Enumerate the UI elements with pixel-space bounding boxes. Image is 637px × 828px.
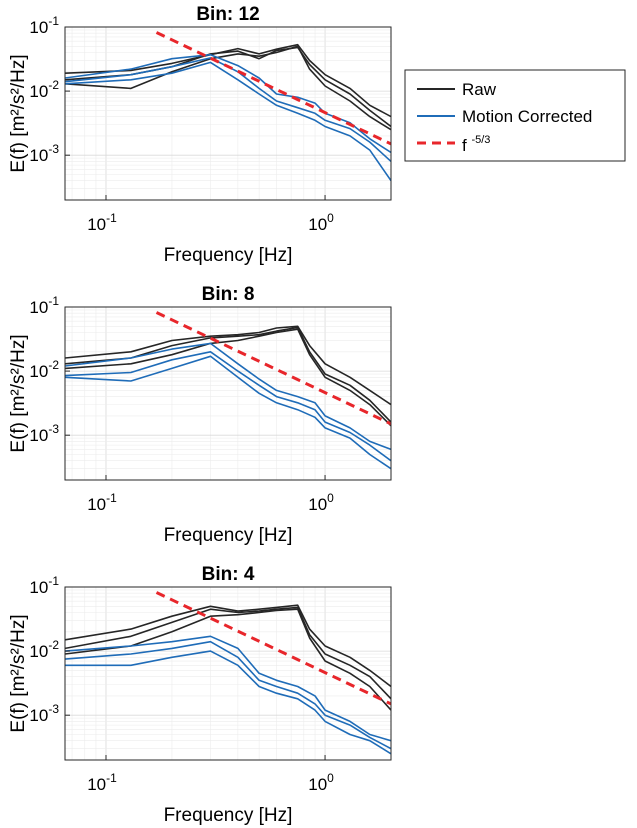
y-tick-label: 10-1 <box>29 574 59 597</box>
y-tick-label-base: 10 <box>29 82 48 101</box>
legend: Raw Motion Corrected f -5/3 <box>404 69 626 162</box>
y-tick-label: 10-1 <box>29 14 59 37</box>
series-line-motion-1 <box>65 53 391 154</box>
y-tick-label-base: 10 <box>29 642 48 661</box>
x-tick-label-exp: 0 <box>327 771 334 785</box>
x-tick-label: 10-1 <box>87 771 117 794</box>
series-line-raw-2 <box>65 606 391 700</box>
series-line-reference-1 <box>155 31 391 146</box>
y-tick-label-exp: -2 <box>48 358 59 372</box>
series-line-raw-3 <box>65 608 391 711</box>
x-tick-label-exp: -1 <box>106 491 117 505</box>
series-group <box>65 591 391 755</box>
series-line-raw-2 <box>65 326 391 423</box>
series-line-reference-1 <box>155 311 391 426</box>
series-line-motion-2 <box>65 351 391 462</box>
x-tick-label-base: 10 <box>308 495 327 514</box>
y-tick-label-exp: -3 <box>48 142 59 156</box>
axes-frame <box>64 586 392 761</box>
y-tick-label-exp: -2 <box>48 78 59 92</box>
chart-title: Bin: 12 <box>196 4 259 25</box>
x-tick-label: 100 <box>308 771 334 794</box>
x-tick-label-base: 10 <box>87 215 106 234</box>
y-tick-label-base: 10 <box>29 146 48 165</box>
x-tick-label-exp: 0 <box>327 211 334 225</box>
chart-title: Bin: 4 <box>202 564 255 585</box>
grid <box>65 27 391 200</box>
y-tick-label-base: 10 <box>29 362 48 381</box>
legend-label-reference-base: f <box>462 136 467 155</box>
x-tick-label-base: 10 <box>87 495 106 514</box>
y-tick-label: 10-2 <box>29 358 59 381</box>
y-tick-label: 10-3 <box>29 142 59 165</box>
y-tick-label-exp: -1 <box>48 14 59 28</box>
y-tick-label: 10-2 <box>29 638 59 661</box>
series-group <box>65 311 391 470</box>
y-tick-label: 10-1 <box>29 294 59 317</box>
y-tick-label-exp: -1 <box>48 294 59 308</box>
x-axis-label: Frequency [Hz] <box>164 805 293 826</box>
y-tick-label-base: 10 <box>29 426 48 445</box>
series-line-reference-1 <box>155 591 391 706</box>
y-axis-label: E(f) [m²/s²/Hz] <box>8 334 29 452</box>
y-tick-label-exp: -3 <box>48 702 59 716</box>
x-tick-label-base: 10 <box>87 775 106 794</box>
legend-label-raw: Raw <box>462 80 497 99</box>
series-line-raw-1 <box>65 604 391 688</box>
series-line-motion-2 <box>65 640 391 750</box>
x-tick-label: 10-1 <box>87 211 117 234</box>
x-tick-label: 10-1 <box>87 491 117 514</box>
x-axis-label: Frequency [Hz] <box>164 525 293 546</box>
y-axis-label: E(f) [m²/s²/Hz] <box>8 54 29 172</box>
series-line-raw-3 <box>65 328 391 427</box>
series-group <box>65 31 391 182</box>
y-tick-label-base: 10 <box>29 18 48 37</box>
x-tick-label: 100 <box>308 211 334 234</box>
y-tick-label-base: 10 <box>29 298 48 317</box>
series-line-motion-3 <box>65 355 391 470</box>
series-line-raw-1 <box>65 325 391 406</box>
x-tick-label-exp: -1 <box>106 211 117 225</box>
x-tick-label-exp: -1 <box>106 771 117 785</box>
series-line-motion-1 <box>65 635 391 742</box>
y-tick-label-base: 10 <box>29 706 48 725</box>
x-tick-label: 100 <box>308 491 334 514</box>
series-line-raw-3 <box>65 45 391 131</box>
y-tick-label-exp: -3 <box>48 422 59 436</box>
y-tick-label-base: 10 <box>29 578 48 597</box>
y-axis-label: E(f) [m²/s²/Hz] <box>8 614 29 732</box>
y-tick-label-exp: -2 <box>48 638 59 652</box>
series-line-motion-2 <box>65 57 391 162</box>
axes-frame <box>64 26 392 201</box>
series-line-raw-1 <box>65 43 391 118</box>
x-tick-label-exp: 0 <box>327 491 334 505</box>
grid <box>65 307 391 480</box>
x-tick-label-base: 10 <box>308 215 327 234</box>
legend-label-reference: f -5/3 <box>462 134 490 155</box>
grid <box>65 587 391 760</box>
chart-title: Bin: 8 <box>202 284 255 305</box>
y-tick-label: 10-3 <box>29 422 59 445</box>
series-line-motion-1 <box>65 342 391 451</box>
series-line-motion-3 <box>65 61 391 182</box>
axes-frame <box>64 306 392 481</box>
x-axis-label: Frequency [Hz] <box>164 245 293 266</box>
series-line-motion-3 <box>65 650 391 755</box>
x-tick-label-base: 10 <box>308 775 327 794</box>
legend-label-motion: Motion Corrected <box>462 107 592 126</box>
y-tick-label-exp: -1 <box>48 574 59 588</box>
y-tick-label: 10-3 <box>29 702 59 725</box>
legend-label-reference-exp: -5/3 <box>471 134 490 146</box>
y-tick-label: 10-2 <box>29 78 59 101</box>
